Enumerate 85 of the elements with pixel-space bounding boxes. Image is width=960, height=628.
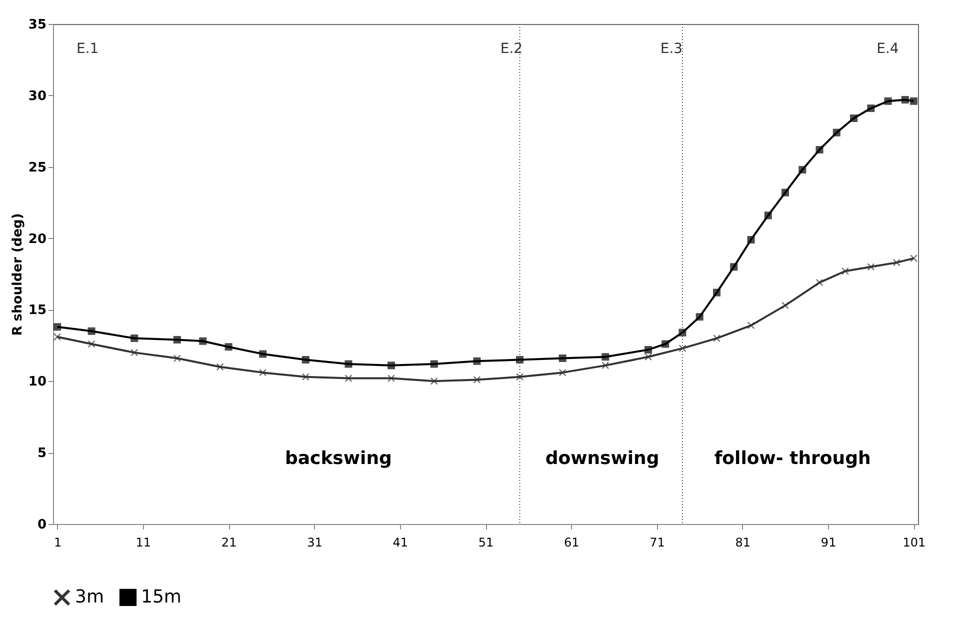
y-tick-label: 35 <box>28 18 46 32</box>
x-tick-label: 91 <box>820 536 836 550</box>
point <box>678 344 686 352</box>
point <box>224 343 232 351</box>
point <box>88 340 96 348</box>
point <box>712 288 720 296</box>
point <box>841 267 849 275</box>
point <box>884 97 892 105</box>
point <box>54 333 62 341</box>
point <box>88 327 96 335</box>
point <box>130 348 138 356</box>
point <box>712 334 720 342</box>
annotation: E.2 <box>500 41 523 57</box>
point <box>302 373 310 381</box>
point <box>388 362 396 370</box>
point <box>130 334 138 342</box>
point <box>54 323 62 331</box>
point <box>816 146 824 154</box>
annotation: E.1 <box>76 41 99 57</box>
point <box>747 236 755 244</box>
point <box>867 263 875 271</box>
point <box>473 357 481 365</box>
point <box>901 96 909 104</box>
y-tick-label: 5 <box>37 446 46 462</box>
annotation: follow- through <box>714 448 871 469</box>
point <box>892 258 900 266</box>
y-axis-title: R shoulder (deg) <box>10 213 26 336</box>
legend-label: 3m <box>75 586 104 608</box>
point <box>781 302 790 310</box>
point <box>602 362 610 370</box>
x-tick-label: 1 <box>54 536 62 550</box>
y-tick-label: 0 <box>37 518 46 532</box>
point <box>473 376 481 384</box>
point <box>558 354 566 362</box>
x-tick-label: 71 <box>650 536 665 550</box>
point <box>662 340 670 348</box>
x-tick-label: 101 <box>902 536 926 550</box>
point <box>644 346 652 354</box>
x-tick-label: 61 <box>564 536 580 550</box>
point <box>259 350 267 358</box>
point <box>696 313 704 321</box>
point <box>430 377 438 385</box>
point <box>602 353 610 361</box>
point <box>678 328 686 336</box>
point <box>516 356 524 364</box>
point <box>850 114 858 122</box>
y-tick-label: 10 <box>28 374 46 390</box>
y-tick-label: 20 <box>28 232 46 247</box>
point <box>173 336 181 344</box>
point <box>388 374 396 382</box>
annotation: E.4 <box>876 41 899 57</box>
point <box>764 212 772 220</box>
y-tick-label: 30 <box>28 88 46 104</box>
point <box>910 97 918 105</box>
point <box>867 104 875 112</box>
point <box>816 278 824 286</box>
point <box>910 254 918 262</box>
point <box>430 360 438 368</box>
point <box>199 337 207 345</box>
point <box>344 360 352 368</box>
x-tick-label: 81 <box>735 536 751 550</box>
point <box>781 188 790 196</box>
point <box>747 322 755 330</box>
point <box>516 373 524 381</box>
x-tick-label: 51 <box>478 536 494 550</box>
point <box>344 374 352 382</box>
point <box>558 368 566 376</box>
point <box>302 356 310 364</box>
x-tick-label: 41 <box>392 536 408 550</box>
y-tick-label: 15 <box>28 303 46 318</box>
point <box>798 166 806 174</box>
point <box>832 128 840 136</box>
point <box>730 263 738 271</box>
annotation: downswing <box>545 448 660 469</box>
x-tick-label: 11 <box>136 536 152 550</box>
annotation: backswing <box>285 448 392 469</box>
point <box>173 354 181 362</box>
x-tick-label: 31 <box>307 536 322 550</box>
y-tick-label: 25 <box>28 160 46 176</box>
legend-label: 15m <box>141 586 182 608</box>
annotation: E.3 <box>660 41 683 57</box>
x-tick-label: 21 <box>221 536 237 550</box>
point <box>644 353 652 361</box>
point <box>259 368 267 376</box>
point <box>216 363 224 371</box>
